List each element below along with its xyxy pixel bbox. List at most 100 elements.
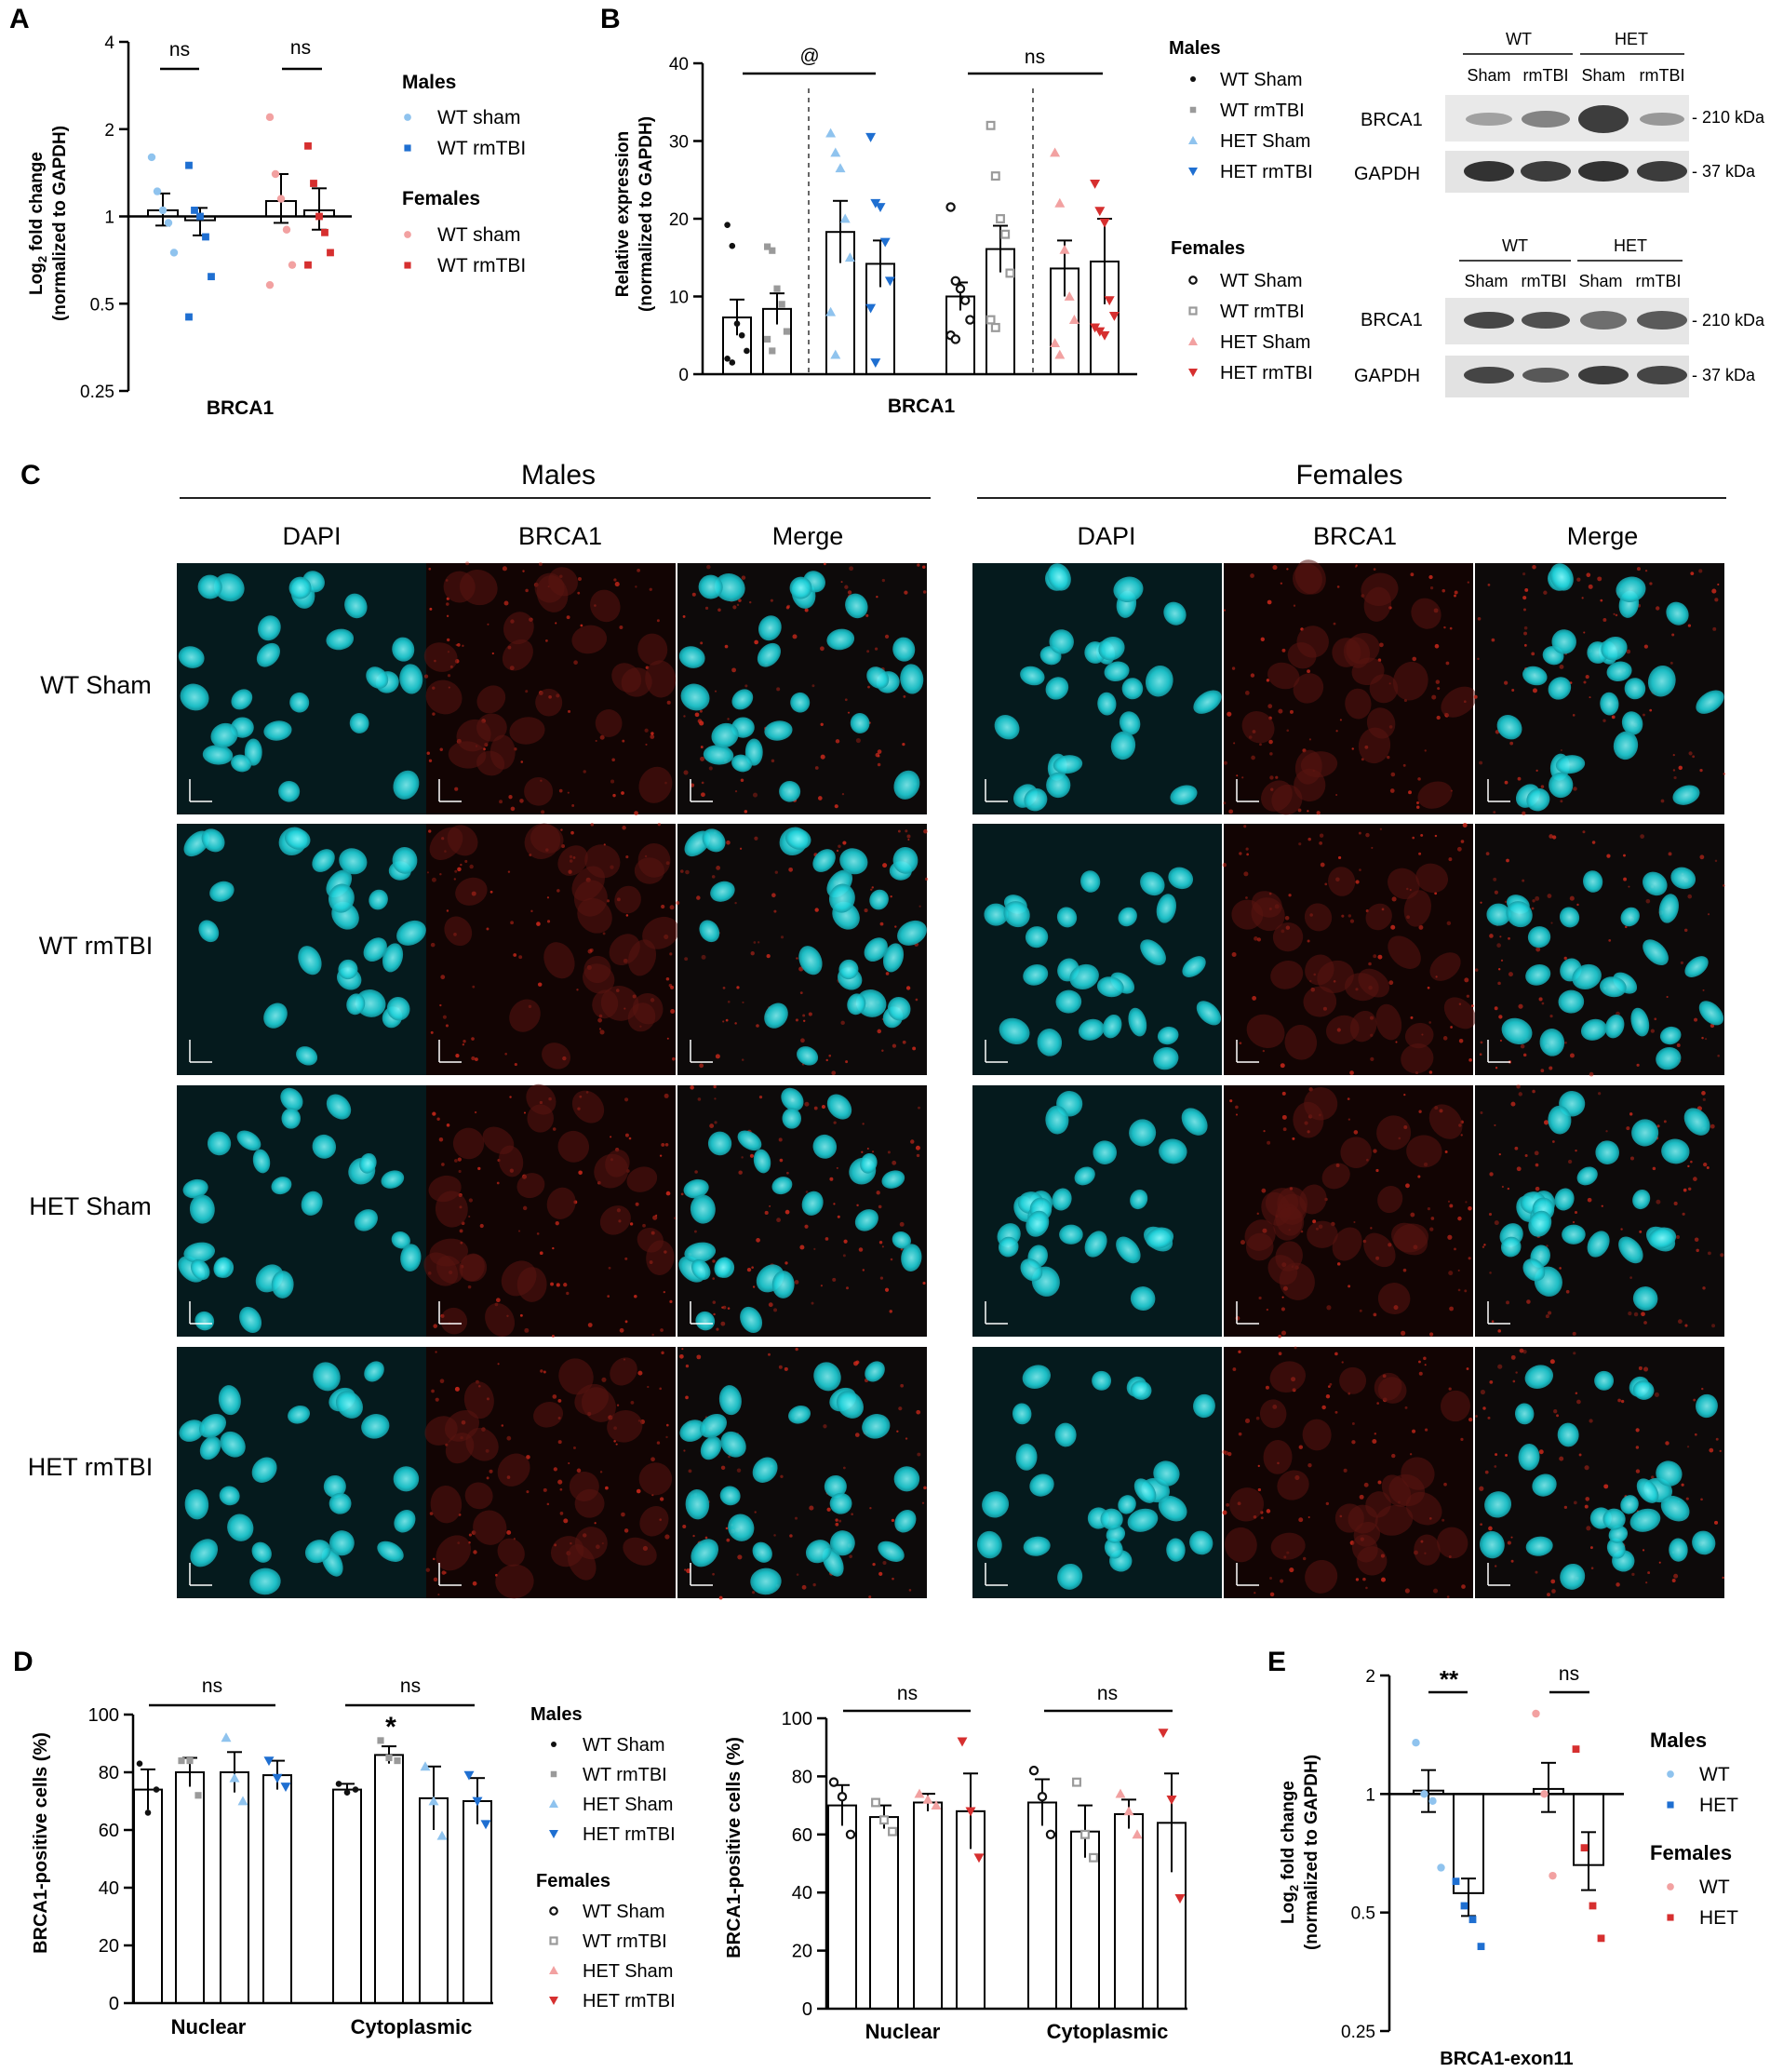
micro-male-r2-c1-dot-19 [651, 1333, 654, 1337]
micro-female-r0-c2-dot-59 [1600, 599, 1603, 602]
panel-a-sig-ns-right: ns [290, 37, 311, 59]
micro-male-r3-c0-nucleus-0 [220, 1431, 246, 1458]
panel-e-point-f_het-3 [1597, 1934, 1605, 1943]
micro-male-r3-c2-nucleus-23 [719, 1486, 741, 1506]
micro-female-r0-c2-dot-29 [1712, 626, 1717, 631]
micro-male-r3-c2-nucleus-17 [750, 1567, 782, 1595]
micro-female-r2-c2-dot-85 [1663, 1120, 1667, 1123]
micro-male-r0-c2-nucleus-5 [779, 780, 801, 802]
micro-male-r0-c2-dot-3 [752, 792, 758, 798]
micro-female-r1-c1-dot-15 [1460, 840, 1465, 843]
micro-male-r3-c2-dot-64 [795, 1347, 798, 1352]
micro-male-r0-c0-nucleus-20 [202, 745, 234, 765]
micro-female-r2-c1-cell-23 [1245, 1232, 1274, 1261]
micro-female-r1-c1-dot-26 [1280, 1063, 1285, 1069]
micro-male-r2-c1-dot-17 [436, 1117, 440, 1121]
micro-male-r2-c2-nucleus-13 [740, 1306, 763, 1333]
micro-female-r2-c2-nucleus-15 [1632, 1286, 1658, 1311]
micro-female-r3-c1-dot-66 [1351, 1440, 1356, 1445]
micro-male-r1-c1-dot-82 [597, 1017, 603, 1023]
micro-female-r2-c2-dot-88 [1574, 1210, 1578, 1215]
micro-female-r0-c2-nucleus-9 [1647, 665, 1676, 697]
micro-female-r0-c2-nucleus-19 [1600, 692, 1619, 716]
micro-female-r0-c2-dot-21 [1673, 775, 1677, 780]
micro-male-r1-c1-cell-19 [509, 999, 541, 1032]
micro-female-r0-c1-dot-37 [1268, 739, 1273, 745]
micro-male-r3-c1-cell-5 [639, 1506, 669, 1537]
micro-female-r0-c1-dot-68 [1428, 574, 1433, 580]
micro-female-r2-c1-dot-46 [1359, 1309, 1362, 1312]
micro-female-r0-c1-dot-65 [1431, 694, 1437, 700]
micro-male-r0-c1-dot-7 [558, 788, 563, 793]
panel-a-point-het_sham-1 [271, 169, 280, 179]
micro-male-r1-c2-dot-58 [676, 900, 680, 906]
micro-male-r3-c1-dot-54 [540, 1369, 543, 1373]
micro-male-r1-c2-nucleus-7 [847, 993, 866, 1016]
micro-male-r3-c2-dot-14 [683, 1449, 686, 1452]
micro-female-r0-c1-dot-53 [1241, 776, 1244, 779]
micro-female-r3-c1-dot-51 [1424, 1364, 1427, 1366]
micro-female-r2-c2-dot-86 [1491, 1320, 1495, 1323]
micro-female-r2-c1-dot-39 [1256, 1212, 1259, 1216]
micro-female-r3-c2-dot-48 [1484, 1470, 1489, 1474]
micro-female-r3-c2-dot-74 [1556, 1414, 1559, 1418]
micro-male-r3-c2-nucleus-14 [862, 1414, 891, 1439]
micro-female-r0-c1-dot-41 [1373, 568, 1376, 571]
micro-male-r2-c2-dot-4 [837, 1215, 840, 1218]
micro-male-r1-c0-nucleus-8 [298, 946, 322, 975]
micro-female-r1-c2-dot-84 [1591, 841, 1596, 844]
micro-female-r1-c2-nucleus-23 [1630, 1007, 1650, 1037]
panel-a-legend-female-marker-0 [404, 231, 411, 238]
micro-female-r2-c1-cell-21 [1267, 1255, 1298, 1285]
panel-d-female-bar-het_sham-1 [1114, 1812, 1144, 2010]
micro-male-r2-c1-dot-63 [441, 1163, 445, 1166]
micro-male-r0-c2-nucleus-17 [764, 720, 793, 741]
micro-male-r0-c1-dot-68 [613, 578, 617, 582]
micro-female-r3-c0-nucleus-6 [1029, 1473, 1054, 1497]
micro-male-r2-c2-dot-14 [752, 1285, 756, 1288]
micro-female-r1-c2-nucleus-17 [1559, 907, 1580, 928]
micro-male-r0-c1-cell-5 [524, 776, 554, 806]
micro-female-r2-c0-nucleus-4 [1146, 1227, 1174, 1249]
micro-male-r0-c2-dot-33 [704, 606, 709, 611]
micro-female-r1-c2-dot-32 [1532, 899, 1535, 903]
micro-female-r1-c2-dot-24 [1480, 901, 1482, 904]
micro-male-r0-c2-dot-83 [877, 754, 880, 758]
micro-female-r3-c1-dot-10 [1418, 1360, 1421, 1364]
micro-female-r1-c2-nucleus-25 [1572, 963, 1602, 990]
micro-male-r1-c1-cell-14 [637, 843, 671, 878]
panel-a-legend-male-marker-0 [404, 114, 411, 121]
panel-d-legend-female-marker-2 [549, 1966, 558, 1974]
micro-male-r3-c2-nucleus-0 [720, 1431, 746, 1458]
micro-male-r2-c1-cell-11 [626, 1166, 658, 1192]
micro-male-r2-c0-nucleus-8 [183, 1242, 216, 1263]
panel-b-point-f_wt_sham-6 [950, 334, 961, 344]
micro-male-r3-c2-nucleus-15 [691, 1539, 719, 1567]
panel-d-ylabel-males: BRCA1-positive cells (%) [31, 1732, 51, 1954]
micro-female-r2-c2-dot-67 [1506, 1300, 1509, 1305]
micro-female-r0-c1-dot-0 [1351, 747, 1354, 750]
panel-d-female-ytick-label-1: 20 [792, 1942, 812, 1962]
panel-d-legend-female-label-1: WT rmTBI [583, 1931, 667, 1952]
micro-male-r3-c1-dot-18 [659, 1387, 663, 1391]
micro-female-r0-c2-dot-63 [1597, 576, 1602, 582]
micro-male-r3-c2-dot-80 [823, 1424, 827, 1429]
micro-female-r3-c2-nucleus-18 [1557, 1422, 1579, 1447]
panel-d-male-point-het_sham-0-0 [221, 1732, 232, 1742]
micro-female-r0-c0-nucleus-17 [1020, 666, 1045, 686]
micro-male-r1-c2-dot-17 [894, 925, 897, 928]
micro-male-r2-c2-dot-34 [779, 1158, 784, 1163]
micro-female-r1-c1-dot-79 [1470, 1004, 1474, 1007]
micro-male-r3-c1-cell-6 [430, 1486, 463, 1524]
panel-b-xlabel: BRCA1 [888, 396, 956, 417]
micro-male-r3-c2-nucleus-13 [836, 1391, 864, 1419]
micro-female-r3-c2-dot-84 [1549, 1359, 1555, 1365]
micro-female-r3-c2-nucleus-6 [1532, 1473, 1557, 1497]
micro-male-r2-c2-dot-2 [784, 1209, 790, 1215]
micro-male-r2-c2-dot-21 [712, 1300, 717, 1304]
panel-b-point-m_het_sham-1 [830, 147, 841, 157]
micro-male-r0-c2-dot-85 [840, 581, 843, 584]
micro-male-r2-c2-dot-25 [843, 1239, 848, 1244]
micro-male-r1-c2-dot-22 [840, 1020, 845, 1026]
micro-male-r3-c1-cell-25 [444, 1409, 479, 1442]
